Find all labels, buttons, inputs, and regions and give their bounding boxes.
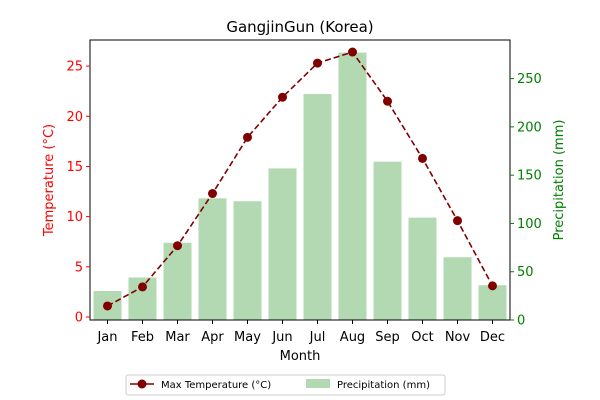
x-tick-label-jan: Jan [96, 330, 117, 345]
legend: Max Temperature (°C) Precipitation (mm) [125, 374, 446, 396]
temperature-point-oct [418, 153, 427, 163]
y-right-tick-label-200: 200 [517, 120, 542, 135]
precipitation-bar-jul [303, 94, 332, 320]
chart-title: GangjinGun (Korea) [226, 18, 373, 36]
temperature-point-aug [348, 47, 357, 57]
temperature-point-jan [103, 301, 112, 311]
y-left-tick-label-20: 20 [66, 110, 83, 125]
precipitation-bar-apr [198, 198, 227, 320]
legend-bar-swatch [306, 379, 330, 388]
temperature-line-series [103, 47, 497, 311]
y-axis-left-label: Temperature (°C) [42, 124, 57, 237]
legend-entry-temperature: Max Temperature (°C) [161, 380, 271, 391]
temperature-point-jun [278, 92, 287, 102]
x-axis-label: Month [280, 349, 321, 364]
x-tick-label-nov: Nov [445, 330, 471, 345]
legend-frame [125, 374, 446, 396]
precipitation-bar-oct [408, 217, 437, 320]
y-left-tick-label-10: 10 [66, 210, 83, 225]
y-right-tick-label-0: 0 [517, 314, 525, 329]
x-tick-label-apr: Apr [201, 330, 224, 345]
temperature-point-nov [453, 216, 462, 226]
y-right-tick-label-50: 50 [517, 265, 534, 280]
y-left-tick-label-25: 25 [66, 60, 83, 75]
y-axis-right-label: Precipitation (mm) [552, 120, 567, 241]
temperature-point-apr [208, 189, 217, 199]
temperature-point-dec [488, 281, 497, 291]
temperature-point-may [243, 132, 252, 142]
x-tick-label-dec: Dec [480, 330, 505, 345]
precipitation-bar-aug [338, 52, 367, 320]
x-tick-label-may: May [234, 330, 261, 345]
legend-entry-precipitation: Precipitation (mm) [337, 380, 430, 391]
x-tick-label-aug: Aug [340, 330, 365, 345]
legend-marker-swatch [137, 379, 147, 389]
temperature-point-jul [313, 58, 322, 68]
precipitation-bar-dec [478, 285, 507, 320]
precipitation-bar-mar [163, 242, 192, 320]
plot-frame [89, 39, 511, 321]
temperature-point-feb [138, 282, 147, 292]
y-left-tick-label-5: 5 [75, 260, 83, 275]
x-tick-label-oct: Oct [411, 330, 433, 345]
precipitation-bar-nov [443, 257, 472, 320]
x-tick-label-mar: Mar [165, 330, 190, 345]
x-tick-label-jun: Jun [271, 330, 292, 345]
x-tick-label-jul: Jul [309, 330, 326, 345]
temperature-point-mar [173, 241, 182, 251]
y-right-tick-label-100: 100 [517, 217, 542, 232]
x-tick-label-sep: Sep [375, 330, 400, 345]
temperature-point-sep [383, 96, 392, 106]
y-left-tick-label-0: 0 [75, 310, 83, 325]
temperature-line [107, 51, 494, 307]
y-left-tick-label-15: 15 [66, 160, 83, 175]
x-tick-label-feb: Feb [131, 330, 154, 345]
precipitation-bar-jun [268, 168, 297, 320]
precipitation-bars [93, 52, 507, 320]
y-right-tick-label-250: 250 [517, 72, 542, 87]
y-right-tick-label-150: 150 [517, 169, 542, 184]
precipitation-bar-sep [373, 161, 402, 320]
precipitation-bar-may [233, 201, 262, 320]
